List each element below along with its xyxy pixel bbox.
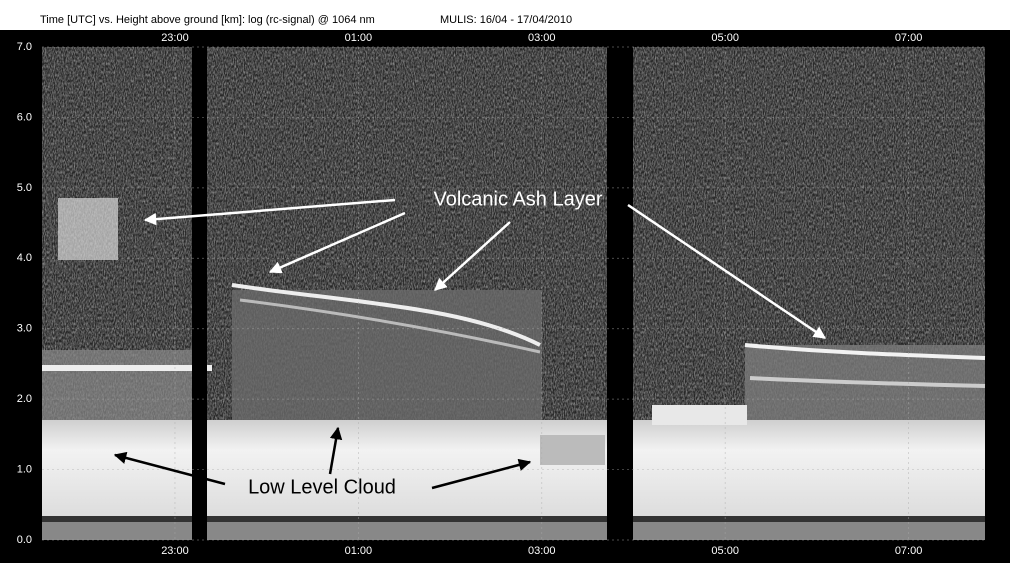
chart-subtitle: MULIS: 16/04 - 17/04/2010 — [440, 14, 572, 26]
annotation: Low Level Cloud — [248, 476, 396, 498]
data-gap — [607, 47, 633, 540]
x-tick-label: 07:00 — [895, 545, 923, 557]
chart-title: Time [UTC] vs. Height above ground [km]:… — [40, 14, 375, 26]
x-tick-label-top: 05:00 — [711, 32, 739, 44]
y-tick-label: 3.0 — [17, 323, 32, 335]
low-cloud — [42, 420, 985, 520]
cloud-edge — [652, 405, 747, 425]
ash-patch — [58, 198, 118, 260]
ground — [42, 522, 985, 540]
data-gap — [192, 47, 207, 540]
x-tick-label-top: 07:00 — [895, 32, 923, 44]
cloud-edge — [42, 365, 212, 371]
x-tick-label-top: 01:00 — [345, 32, 373, 44]
x-tick-label: 03:00 — [528, 545, 556, 557]
x-tick-label: 05:00 — [711, 545, 739, 557]
cloud-edge — [540, 435, 605, 465]
x-tick-label-top: 23:00 — [161, 32, 189, 44]
y-tick-label: 1.0 — [17, 463, 32, 475]
y-tick-label: 4.0 — [17, 252, 32, 264]
y-tick-label: 0.0 — [17, 534, 32, 546]
x-tick-label: 23:00 — [161, 545, 189, 557]
ground-line — [42, 516, 985, 522]
x-tick-label: 01:00 — [345, 545, 373, 557]
chart: Time [UTC] vs. Height above ground [km]:… — [0, 0, 1010, 563]
y-tick-label: 2.0 — [17, 393, 32, 405]
ash-region — [232, 290, 542, 430]
y-tick-label: 7.0 — [17, 41, 32, 53]
y-tick-label: 6.0 — [17, 111, 32, 123]
x-tick-label-top: 03:00 — [528, 32, 556, 44]
annotation: Volcanic Ash Layer — [434, 188, 603, 210]
y-tick-label: 5.0 — [17, 182, 32, 194]
